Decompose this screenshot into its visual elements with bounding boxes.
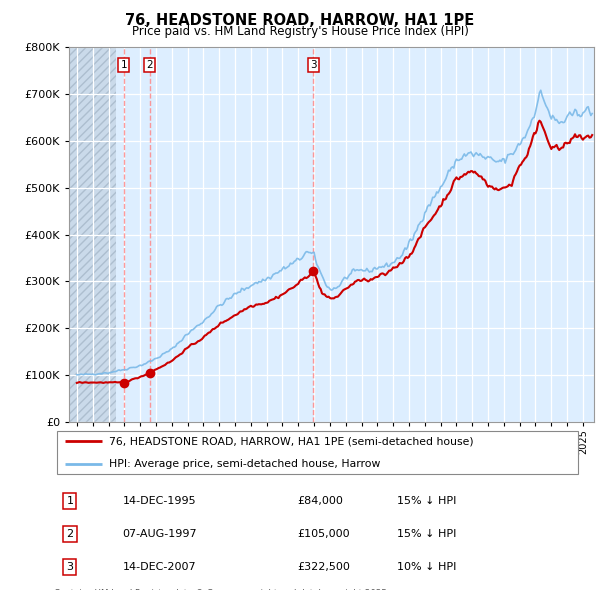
- Text: 07-AUG-1997: 07-AUG-1997: [122, 529, 197, 539]
- Text: 10% ↓ HPI: 10% ↓ HPI: [397, 562, 457, 572]
- FancyBboxPatch shape: [56, 431, 578, 474]
- Text: 15% ↓ HPI: 15% ↓ HPI: [397, 529, 457, 539]
- Text: 2: 2: [66, 529, 73, 539]
- Text: 76, HEADSTONE ROAD, HARROW, HA1 1PE: 76, HEADSTONE ROAD, HARROW, HA1 1PE: [125, 13, 475, 28]
- Text: 1: 1: [67, 496, 73, 506]
- Text: £322,500: £322,500: [297, 562, 350, 572]
- Text: HPI: Average price, semi-detached house, Harrow: HPI: Average price, semi-detached house,…: [109, 458, 381, 468]
- Text: 3: 3: [310, 60, 317, 70]
- Text: 76, HEADSTONE ROAD, HARROW, HA1 1PE (semi-detached house): 76, HEADSTONE ROAD, HARROW, HA1 1PE (sem…: [109, 437, 474, 447]
- Text: 15% ↓ HPI: 15% ↓ HPI: [397, 496, 457, 506]
- Text: 3: 3: [67, 562, 73, 572]
- Text: 14-DEC-1995: 14-DEC-1995: [122, 496, 196, 506]
- Text: 2: 2: [146, 60, 153, 70]
- Text: Price paid vs. HM Land Registry's House Price Index (HPI): Price paid vs. HM Land Registry's House …: [131, 25, 469, 38]
- Text: £84,000: £84,000: [297, 496, 343, 506]
- Text: 1: 1: [121, 60, 127, 70]
- Text: Contains HM Land Registry data © Crown copyright and database right 2025.
This d: Contains HM Land Registry data © Crown c…: [54, 589, 389, 590]
- Text: £105,000: £105,000: [297, 529, 350, 539]
- Text: 14-DEC-2007: 14-DEC-2007: [122, 562, 196, 572]
